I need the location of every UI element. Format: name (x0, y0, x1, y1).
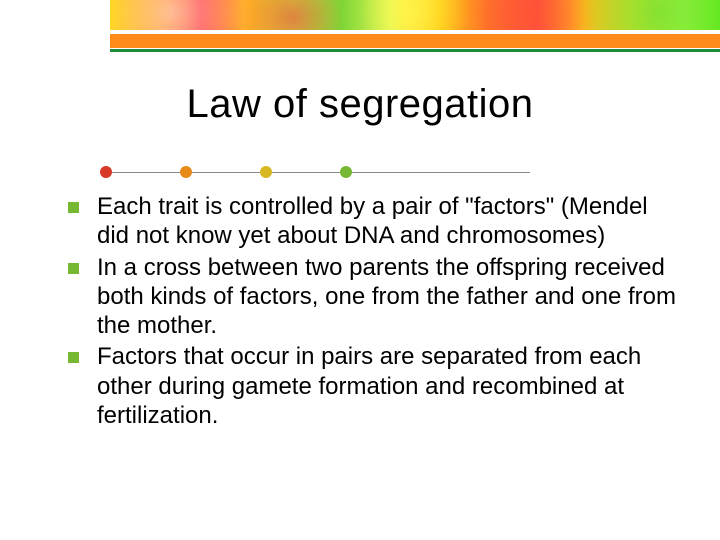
list-item: Each trait is controlled by a pair of "f… (68, 192, 684, 251)
rule-green (110, 49, 720, 52)
bullet-text: In a cross between two parents the offsp… (97, 253, 684, 341)
decorative-dot (340, 166, 352, 178)
bullet-text: Factors that occur in pairs are separate… (97, 342, 684, 430)
slide-title: Law of segregation (0, 82, 720, 127)
bullet-list: Each trait is controlled by a pair of "f… (68, 192, 684, 432)
decorative-dots (100, 166, 540, 180)
decorative-dot (180, 166, 192, 178)
rule-orange (110, 34, 720, 48)
decorative-dot (260, 166, 272, 178)
list-item: Factors that occur in pairs are separate… (68, 342, 684, 430)
bullet-square-icon (68, 352, 79, 363)
dot-connector-line (112, 172, 530, 173)
decorative-dot (100, 166, 112, 178)
list-item: In a cross between two parents the offsp… (68, 253, 684, 341)
bullet-square-icon (68, 263, 79, 274)
bullet-square-icon (68, 202, 79, 213)
decorative-banner (110, 0, 720, 30)
bullet-text: Each trait is controlled by a pair of "f… (97, 192, 684, 251)
